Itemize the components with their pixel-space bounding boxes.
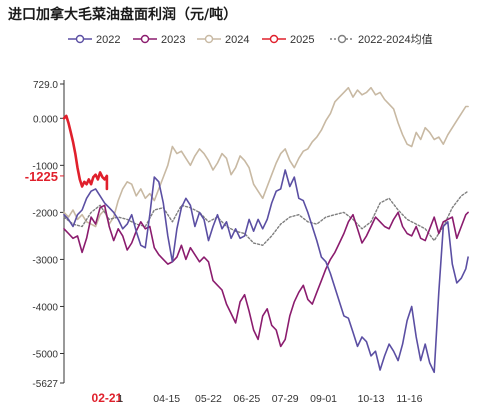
legend-marker-3 (269, 34, 279, 44)
x-tick-label-0: 02-21 (92, 391, 123, 405)
x-tick-label-4: 06-25 (233, 393, 260, 405)
x-tick-label-1: 1 (118, 393, 124, 405)
x-tick-label-5: 07-29 (272, 393, 299, 405)
y-tick-label-6: -5000 (32, 350, 58, 361)
series-line-3 (62, 114, 109, 191)
legend: 2022 2023 2024 2025 2022-2024均值 (68, 33, 433, 46)
series-line-1 (63, 204, 469, 348)
axes: 729.0 0.000 -1000 -2000 -3000 -4000 -5000 -5627… (32, 80, 423, 405)
series-layer (62, 86, 469, 374)
legend-label-0: 2022 (96, 34, 120, 46)
chart-title: 进口加拿大毛菜油盘面利润（元/吨） (8, 6, 237, 23)
y-tick-label-4: -3000 (32, 255, 58, 266)
legend-marker-1 (140, 34, 150, 44)
x-tick-label-8: 11-16 (396, 393, 422, 405)
x-tick-label-7: 10-13 (358, 393, 385, 405)
series-line-0 (63, 169, 469, 374)
legend-label-2: 2024 (225, 34, 249, 46)
y-tick-label-0: 729.0 (33, 80, 58, 91)
y-tick-label-1: 0.000 (33, 114, 58, 125)
series-line-4 (63, 190, 469, 246)
labels: -1225 (25, 169, 64, 184)
series-line-2 (63, 86, 469, 228)
legend-marker-0 (75, 34, 85, 44)
current-value-label: -1225 (25, 169, 58, 184)
y-tick-label-5: -4000 (32, 302, 58, 313)
legend-label-1: 2023 (161, 34, 185, 46)
legend-label-4: 2022-2024均值 (358, 33, 433, 46)
legend-marker-4 (337, 34, 347, 44)
y-tick-label-2: -1000 (32, 161, 58, 172)
y-tick-label-3: -2000 (32, 208, 58, 219)
x-tick-label-3: 05-22 (195, 393, 222, 405)
x-tick-label-2: 04-15 (153, 393, 180, 405)
legend-label-3: 2025 (290, 34, 314, 46)
x-tick-label-6: 09-01 (310, 393, 337, 405)
y-tick-label-7: -5627 (32, 379, 58, 390)
legend-marker-2 (204, 34, 214, 44)
